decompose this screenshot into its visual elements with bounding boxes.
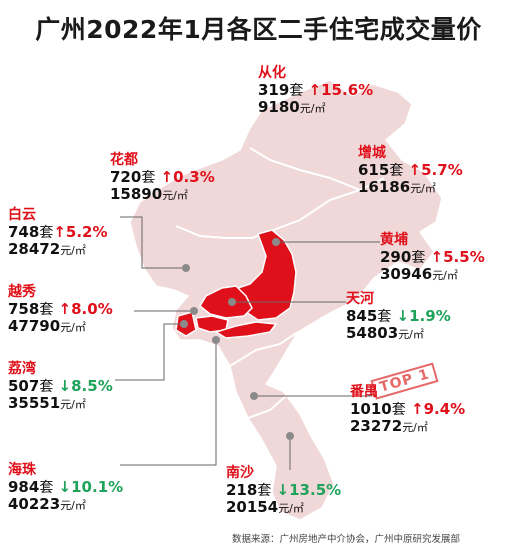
district-name: 花都 xyxy=(110,152,138,168)
data-source-note: 数据来源：广州房地产中介协会，广州中原研究发展部 xyxy=(232,534,461,545)
label-baiyun: 白云 748套↑5.2% 28472元/㎡ xyxy=(8,207,108,259)
label-panyu: 番禺 1010套 ↑9.4% 23272元/㎡ xyxy=(350,384,466,436)
label-conghua: 从化 319套 ↑15.6% 9180元/㎡ xyxy=(258,65,374,117)
district-name: 番禺 xyxy=(350,384,378,400)
label-zengcheng: 增城 615套 ↑5.7% 16186元/㎡ xyxy=(358,145,463,197)
leader-line-baiyun xyxy=(120,216,186,269)
district-name: 荔湾 xyxy=(8,361,36,377)
leader-line-liwan xyxy=(115,323,184,381)
map-region-huangpu-tianhe xyxy=(230,229,297,321)
district-name: 越秀 xyxy=(8,284,36,300)
district-name: 天河 xyxy=(346,291,374,307)
marker-haizhu xyxy=(212,336,220,344)
district-name: 增城 xyxy=(358,145,386,161)
marker-yuexiu xyxy=(190,307,198,315)
marker-liwan xyxy=(180,320,188,328)
leader-line-haizhu xyxy=(120,340,217,466)
district-name: 黄埔 xyxy=(380,232,408,248)
marker-nansha xyxy=(286,432,294,440)
map-region-haizhu xyxy=(214,321,278,339)
marker-huangpu xyxy=(272,238,280,246)
district-name: 白云 xyxy=(8,207,36,223)
marker-baiyun xyxy=(182,264,190,272)
label-haizhu: 海珠 984套 ↓10.1% 40223元/㎡ xyxy=(8,462,124,514)
district-name: 从化 xyxy=(258,65,286,81)
label-huangpu: 黄埔 290套 ↑5.5% 30946元/㎡ xyxy=(380,232,485,284)
label-huadu: 花都 720套 ↑0.3% 15890元/㎡ xyxy=(110,152,215,204)
label-tianhe: 天河 845套 ↓1.9% 54803元/㎡ xyxy=(346,291,451,343)
label-nansha: 南沙 218套 ↓13.5% 20154元/㎡ xyxy=(226,465,342,517)
marker-tianhe xyxy=(228,298,236,306)
district-name: 海珠 xyxy=(8,462,36,478)
label-yuexiu: 越秀 758套 ↑8.0% 47790元/㎡ xyxy=(8,284,113,336)
map-region-baiyun-core xyxy=(199,285,253,319)
page-title: 广州2022年1月各区二手住宅成交量价 xyxy=(35,15,482,44)
marker-panyu xyxy=(250,392,258,400)
label-liwan: 荔湾 507套 ↓8.5% 35551元/㎡ xyxy=(8,361,113,413)
district-name: 南沙 xyxy=(226,465,254,481)
